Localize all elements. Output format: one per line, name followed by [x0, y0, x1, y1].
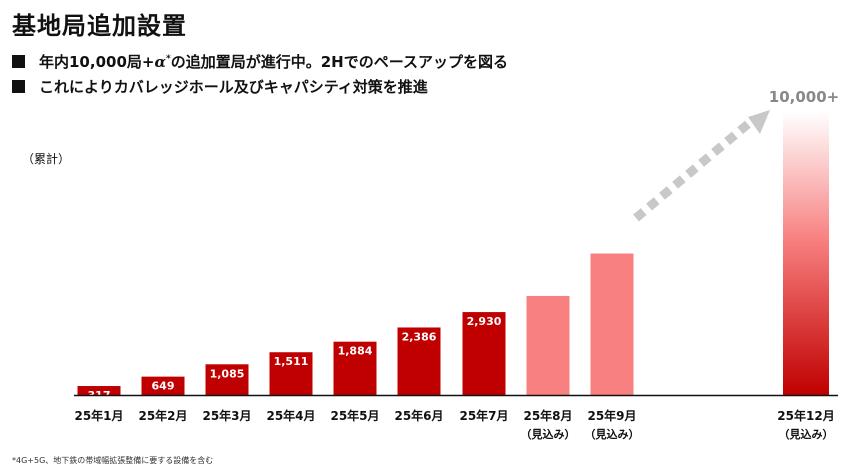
- alpha-symbol: α: [154, 52, 166, 71]
- x-tick-note: （見込み）: [779, 427, 834, 441]
- arrow-head-icon: [748, 110, 770, 134]
- chart-unit-label: （累計）: [22, 152, 71, 166]
- bar-25年6月: [397, 327, 441, 395]
- bar-value-label: 649: [152, 380, 175, 393]
- bar-value-label: 1,884: [338, 345, 373, 358]
- bullet-text-pace-tail: の追加置局が進行中。2Hでのペースアップを図る: [170, 52, 508, 71]
- footnote-marker: *: [166, 53, 171, 64]
- x-tick-label: 25年5月: [330, 408, 379, 423]
- bar-25年1月: [77, 386, 121, 395]
- x-tick-label: 25年7月: [459, 408, 508, 423]
- x-tick-note: （見込み）: [521, 427, 576, 441]
- bar-25年3月: [205, 364, 249, 395]
- x-tick-label: 25年3月: [202, 408, 251, 423]
- bar-25年2月: [141, 376, 185, 395]
- bar-25年8月: [526, 295, 570, 395]
- bar-value-label: 2,930: [467, 315, 502, 328]
- x-tick-label: 25年9月: [587, 408, 636, 423]
- bullet-square-icon: [12, 54, 25, 68]
- bar-value-label: 2,386: [402, 330, 437, 343]
- x-tick-note: （見込み）: [585, 427, 640, 441]
- bar-25年12月: [783, 112, 829, 395]
- bullet-text-pace-lead: 年内10,000局+: [39, 52, 155, 71]
- x-tick-label: 25年2月: [138, 408, 187, 423]
- bullet-item-coverage: これによりカバレッジホール及びキャパシティ対策を推進: [12, 75, 508, 97]
- bar-25年5月: [333, 341, 377, 395]
- bullet-list: 年内10,000局+α*の追加置局が進行中。2Hでのペースアップを図る これによ…: [12, 50, 508, 100]
- growth-arrow-icon: [633, 120, 751, 222]
- x-tick-label: 25年4月: [266, 408, 315, 423]
- bar-value-label: 1,511: [274, 355, 309, 368]
- x-tick-label: 25年1月: [74, 408, 123, 423]
- page-title: 基地局追加設置: [12, 12, 187, 40]
- target-annotation: 10,000+: [769, 88, 839, 106]
- x-tick-label: 25年8月: [523, 408, 572, 423]
- x-tick-label: 25年6月: [394, 408, 443, 423]
- bar-25年4月: [269, 352, 313, 395]
- bullet-square-icon: [12, 79, 25, 93]
- bar-25年9月: [590, 253, 634, 395]
- bullet-item-pace: 年内10,000局+α*の追加置局が進行中。2Hでのペースアップを図る: [12, 50, 508, 72]
- x-tick-label: 25年12月: [777, 408, 834, 423]
- bar-value-label: 1,085: [210, 367, 245, 380]
- footnote: *4G+5G、地下鉄の帯域幅拡張整備に要する設備を含む: [12, 456, 214, 465]
- bullet-text-pace: 年内10,000局+α*の追加置局が進行中。2Hでのペースアップを図る: [39, 51, 508, 72]
- bar-25年7月: [462, 312, 506, 395]
- bullet-text-coverage: これによりカバレッジホール及びキャパシティ対策を推進: [39, 77, 428, 96]
